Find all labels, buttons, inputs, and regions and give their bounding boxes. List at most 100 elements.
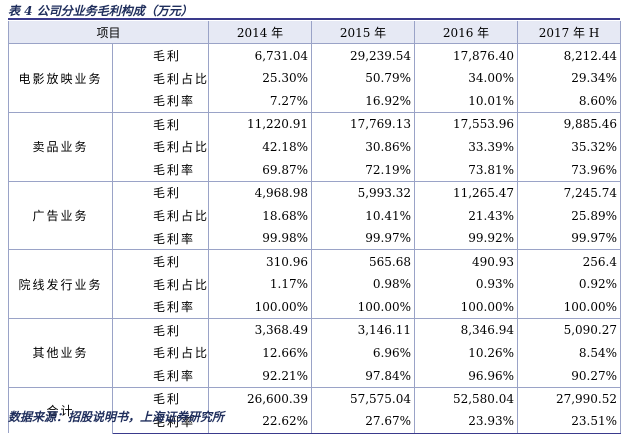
- value-cell: 18.68%: [208, 204, 313, 228]
- value-cell: 17,876.40: [414, 43, 519, 67]
- value-cell: 10.26%: [414, 341, 519, 365]
- table-row: 卖品业务 毛利 11,220.91 17,769.13 17,553.96 9,885.4…: [8, 112, 622, 182]
- business-name: 其他业务: [8, 318, 113, 388]
- metric-label: 毛利率: [111, 89, 210, 113]
- value-cell: 10.01%: [414, 89, 519, 113]
- value-cell: 92.21%: [208, 364, 313, 388]
- table-row: 广告业务 毛利 4,968.98 5,993.32 11,265.47 7,245.74: [8, 180, 622, 250]
- header-item: 项目: [7, 21, 210, 45]
- table-row: 电影放映业务 毛利 6,731.04 29,239.54 17,876.40 8,212.…: [8, 43, 622, 113]
- metric-label: 毛利率: [111, 295, 210, 319]
- value-cell: 8,346.94: [414, 318, 519, 342]
- table-caption: 表 4 公司分业务毛利构成（万元）: [8, 4, 193, 18]
- value-cell: 100.00%: [311, 295, 416, 319]
- metric-label: 毛利: [111, 318, 210, 342]
- table-row: 毛利占比 12.66% 6.96% 10.26% 8.54%: [9, 341, 622, 365]
- value-cell: 27,990.52: [517, 386, 622, 411]
- table-row: 毛利率 99.98% 99.97% 99.92% 99.97%: [9, 227, 622, 250]
- value-cell: 57,575.04: [311, 386, 416, 411]
- table-row: 毛利占比 25.30% 50.79% 34.00% 29.34%: [9, 66, 622, 90]
- value-cell: 11,265.47: [414, 180, 519, 205]
- value-cell: 10.41%: [311, 204, 416, 228]
- metric-label: 毛利占比: [111, 341, 210, 365]
- value-cell: 1.17%: [208, 272, 313, 296]
- table-row: 其他业务 毛利 3,368.49 3,146.11 8,346.94 5,090.27: [8, 318, 622, 388]
- value-cell: 7.27%: [208, 89, 313, 113]
- value-cell: 25.30%: [208, 66, 313, 90]
- value-cell: 8.54%: [517, 341, 622, 365]
- value-cell: 0.93%: [414, 272, 519, 296]
- metric-label: 毛利: [111, 249, 210, 273]
- value-cell: 25.89%: [517, 204, 622, 228]
- table-row: 毛利率 69.87% 72.19% 73.81% 73.96%: [9, 158, 622, 182]
- value-cell: 29,239.54: [311, 43, 416, 67]
- value-cell: 42.18%: [208, 135, 313, 159]
- header-year: 2015 年: [311, 21, 416, 45]
- value-cell: 490.93: [414, 249, 519, 273]
- table-row: 毛利率 100.00% 100.00% 100.00% 100.00%: [9, 295, 622, 319]
- value-cell: 100.00%: [517, 295, 622, 319]
- value-cell: 72.19%: [311, 158, 416, 182]
- value-cell: 73.81%: [414, 158, 519, 182]
- value-cell: 90.27%: [517, 364, 622, 388]
- value-cell: 4,968.98: [208, 180, 313, 205]
- value-cell: 6,731.04: [208, 43, 313, 67]
- business-name: 电影放映业务: [8, 43, 113, 113]
- table-row: 院线发行业务 毛利 310.96 565.68 490.93 256.4: [8, 249, 622, 319]
- business-name: 广告业务: [8, 180, 113, 250]
- business-name: 合计: [8, 386, 113, 434]
- table-row: 毛利率 7.27% 16.92% 10.01% 8.60%: [9, 89, 622, 113]
- metric-label: 毛利率: [111, 364, 210, 388]
- value-cell: 99.97%: [517, 227, 622, 250]
- source-note: 数据来源：招股说明书，上海证券研究所: [8, 410, 225, 424]
- metric-label: 毛利率: [111, 158, 210, 182]
- value-cell: 34.00%: [414, 66, 519, 90]
- table-row: 毛利占比 1.17% 0.98% 0.93% 0.92%: [9, 272, 622, 296]
- value-cell: 30.86%: [311, 135, 416, 159]
- value-cell: 52,580.04: [414, 386, 519, 411]
- table-row: 毛利占比 18.68% 10.41% 21.43% 25.89%: [9, 204, 622, 228]
- value-cell: 11,220.91: [208, 112, 313, 136]
- value-cell: 99.98%: [208, 227, 313, 250]
- metric-label: 毛利: [111, 180, 210, 205]
- value-cell: 16.92%: [311, 89, 416, 113]
- value-cell: 26,600.39: [208, 386, 313, 411]
- value-cell: 22.62%: [208, 410, 313, 434]
- caption-rule: [8, 18, 620, 20]
- value-cell: 73.96%: [517, 158, 622, 182]
- metric-label: 毛利占比: [111, 66, 210, 90]
- value-cell: 100.00%: [208, 295, 313, 319]
- value-cell: 6.96%: [311, 341, 416, 365]
- value-cell: 69.87%: [208, 158, 313, 182]
- value-cell: 3,368.49: [208, 318, 313, 342]
- value-cell: 0.98%: [311, 272, 416, 296]
- metric-label: 毛利: [111, 43, 210, 67]
- value-cell: 5,993.32: [311, 180, 416, 205]
- value-cell: 8,212.44: [517, 43, 622, 67]
- value-cell: 29.34%: [517, 66, 622, 90]
- table-row: 毛利率 92.21% 97.84% 96.96% 90.27%: [9, 364, 622, 388]
- value-cell: 99.92%: [414, 227, 519, 250]
- value-cell: 97.84%: [311, 364, 416, 388]
- value-cell: 96.96%: [414, 364, 519, 388]
- header-year: 2017 年 H: [517, 21, 622, 45]
- business-name: 院线发行业务: [8, 249, 113, 319]
- value-cell: 50.79%: [311, 66, 416, 90]
- value-cell: 3,146.11: [311, 318, 416, 342]
- metric-label: 毛利: [111, 112, 210, 136]
- value-cell: 21.43%: [414, 204, 519, 228]
- value-cell: 7,245.74: [517, 180, 622, 205]
- value-cell: 0.92%: [517, 272, 622, 296]
- header-row: 项目 2014 年 2015 年 2016 年 2017 年 H: [7, 21, 622, 45]
- value-cell: 17,553.96: [414, 112, 519, 136]
- gross-profit-table: 项目 2014 年 2015 年 2016 年 2017 年 H 电影放映业务毛…: [7, 21, 622, 434]
- metric-label: 毛利: [111, 386, 210, 411]
- value-cell: 310.96: [208, 249, 313, 273]
- value-cell: 12.66%: [208, 341, 313, 365]
- table-body: 电影放映业务 毛利 6,731.04 29,239.54 17,876.40 8,212.…: [8, 43, 622, 434]
- table-row: 合计 毛利 26,600.39 57,575.04 52,580.04 27,990.52: [8, 386, 622, 434]
- metric-label: 毛利占比: [111, 204, 210, 228]
- value-cell: 100.00%: [414, 295, 519, 319]
- value-cell: 9,885.46: [517, 112, 622, 136]
- value-cell: 256.4: [517, 249, 622, 273]
